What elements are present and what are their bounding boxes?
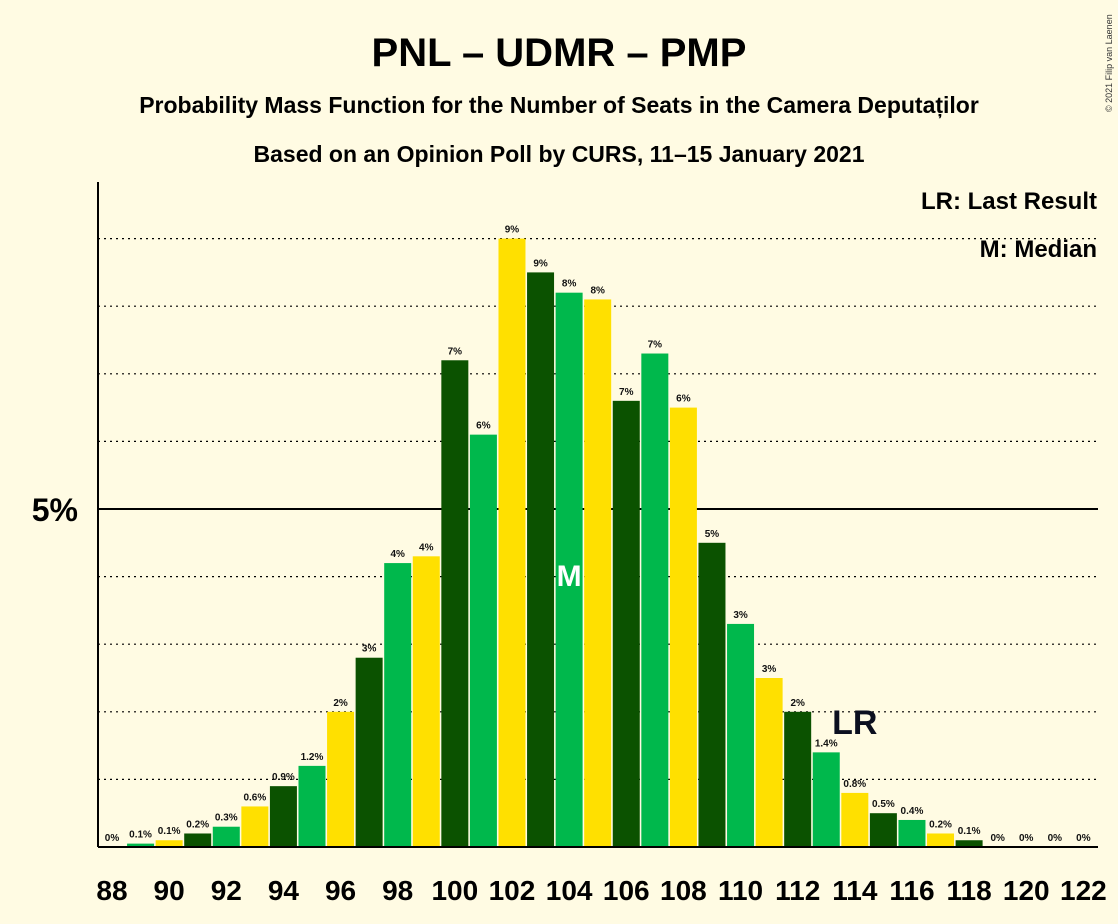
median-marker: M bbox=[557, 560, 582, 593]
bar-seat-98 bbox=[384, 563, 412, 847]
value-label-seat-106: 7% bbox=[619, 387, 634, 398]
value-label-seat-116: 0.4% bbox=[901, 806, 924, 817]
chart-subtitle-poll: Based on an Opinion Poll by CURS, 11–15 … bbox=[254, 141, 865, 167]
bar-seat-99 bbox=[412, 556, 440, 847]
bar-seat-94 bbox=[269, 786, 297, 847]
bar-seat-93 bbox=[241, 806, 269, 847]
x-tick-102: 102 bbox=[489, 875, 536, 906]
value-labels: 0% 0.1% 0.1% 0.2% 0.3% 0.6% 0.9% 1.2% 2% 3% 4% 4% 7%… bbox=[105, 225, 1091, 844]
bar-seat-96 bbox=[327, 711, 355, 847]
bar-seat-97 bbox=[355, 657, 383, 847]
y-tick-5pct: 5% bbox=[32, 492, 78, 528]
x-tick-98: 98 bbox=[382, 875, 413, 906]
bar-seat-118 bbox=[955, 840, 983, 847]
axes: 5% bbox=[32, 182, 1098, 848]
bar-seat-112 bbox=[784, 711, 812, 847]
x-tick-110: 110 bbox=[718, 875, 763, 906]
bar-seat-101 bbox=[469, 434, 497, 847]
bar-seat-105 bbox=[584, 299, 612, 847]
value-label-seat-110: 3% bbox=[733, 610, 748, 621]
value-label-seat-95: 1.2% bbox=[301, 752, 324, 763]
value-label-seat-121: 0% bbox=[1048, 833, 1063, 844]
bar-seat-115 bbox=[869, 813, 897, 847]
x-tick-96: 96 bbox=[325, 875, 356, 906]
value-label-seat-92: 0.3% bbox=[215, 813, 238, 824]
value-label-seat-100: 7% bbox=[448, 346, 463, 357]
value-label-seat-102: 9% bbox=[505, 225, 520, 236]
x-tick-94: 94 bbox=[268, 875, 300, 906]
value-label-seat-91: 0.2% bbox=[186, 819, 209, 830]
value-label-seat-112: 2% bbox=[790, 698, 805, 709]
value-label-seat-111: 3% bbox=[762, 664, 777, 675]
value-label-seat-88: 0% bbox=[105, 833, 120, 844]
x-axis-ticks: 88 90 92 94 96 98 100 102 104 106 108 110 112 114 116 1… bbox=[96, 875, 1106, 906]
value-label-seat-117: 0.2% bbox=[929, 819, 952, 830]
value-label-seat-115: 0.5% bbox=[872, 799, 895, 810]
value-label-seat-103: 9% bbox=[533, 258, 548, 269]
x-tick-120: 120 bbox=[1003, 875, 1050, 906]
bar-seat-89 bbox=[127, 843, 155, 847]
legend-last-result: LR: Last Result bbox=[921, 188, 1097, 215]
bar-seat-91 bbox=[184, 833, 212, 847]
bar-seat-102 bbox=[498, 238, 526, 848]
value-label-seat-118: 0.1% bbox=[958, 826, 981, 837]
bar-seat-92 bbox=[212, 826, 240, 847]
value-label-seat-93: 0.6% bbox=[243, 792, 266, 803]
x-tick-90: 90 bbox=[154, 875, 185, 906]
chart-subtitle: Probability Mass Function for the Number… bbox=[139, 92, 979, 119]
value-label-seat-96: 2% bbox=[333, 698, 348, 709]
x-tick-88: 88 bbox=[96, 875, 127, 906]
value-label-seat-122: 0% bbox=[1076, 833, 1091, 844]
value-label-seat-99: 4% bbox=[419, 542, 434, 553]
x-tick-114: 114 bbox=[832, 875, 878, 906]
bar-seat-113 bbox=[812, 752, 840, 847]
x-tick-118: 118 bbox=[947, 875, 992, 906]
bar-seat-110 bbox=[727, 623, 755, 847]
value-label-seat-98: 4% bbox=[390, 549, 405, 560]
legend-median: M: Median bbox=[980, 236, 1097, 263]
value-label-seat-104: 8% bbox=[562, 279, 577, 290]
value-label-seat-120: 0% bbox=[1019, 833, 1034, 844]
bar-seat-103 bbox=[527, 272, 555, 847]
bar-seat-116 bbox=[898, 819, 926, 847]
value-label-seat-94: 0.9% bbox=[272, 772, 295, 783]
bar-seat-114 bbox=[841, 792, 869, 847]
value-label-seat-97: 3% bbox=[362, 644, 377, 655]
bar-seat-117 bbox=[927, 833, 955, 847]
value-label-seat-109: 5% bbox=[705, 529, 720, 540]
bars bbox=[127, 238, 983, 848]
x-tick-104: 104 bbox=[546, 875, 593, 906]
x-tick-92: 92 bbox=[211, 875, 242, 906]
last-result-marker: LR bbox=[832, 704, 877, 742]
bar-seat-109 bbox=[698, 542, 726, 847]
value-label-seat-119: 0% bbox=[990, 833, 1005, 844]
bar-seat-100 bbox=[441, 360, 469, 847]
value-label-seat-89: 0.1% bbox=[129, 830, 152, 841]
markers: M LR bbox=[557, 560, 878, 742]
value-label-seat-101: 6% bbox=[476, 421, 491, 432]
x-tick-106: 106 bbox=[603, 875, 650, 906]
value-label-seat-90: 0.1% bbox=[158, 826, 181, 837]
bar-seat-106 bbox=[612, 400, 640, 847]
bar-seat-107 bbox=[641, 353, 669, 847]
x-tick-100: 100 bbox=[431, 875, 478, 906]
chart-title: PNL – UDMR – PMP bbox=[372, 31, 747, 75]
x-tick-122: 122 bbox=[1060, 875, 1107, 906]
value-label-seat-108: 6% bbox=[676, 394, 691, 405]
value-label-seat-113: 1.4% bbox=[815, 738, 838, 749]
bar-seat-108 bbox=[669, 407, 697, 847]
bar-seat-111 bbox=[755, 678, 783, 847]
x-tick-108: 108 bbox=[660, 875, 707, 906]
bar-seat-104 bbox=[555, 292, 583, 847]
copyright: © 2021 Filip van Laenen bbox=[1104, 14, 1114, 112]
value-label-seat-107: 7% bbox=[648, 340, 663, 351]
x-tick-112: 112 bbox=[775, 875, 820, 906]
bar-seat-95 bbox=[298, 765, 326, 847]
bar-seat-90 bbox=[155, 840, 183, 847]
value-label-seat-105: 8% bbox=[590, 285, 605, 296]
x-tick-116: 116 bbox=[889, 875, 934, 906]
value-label-seat-114: 0.8% bbox=[843, 779, 866, 790]
